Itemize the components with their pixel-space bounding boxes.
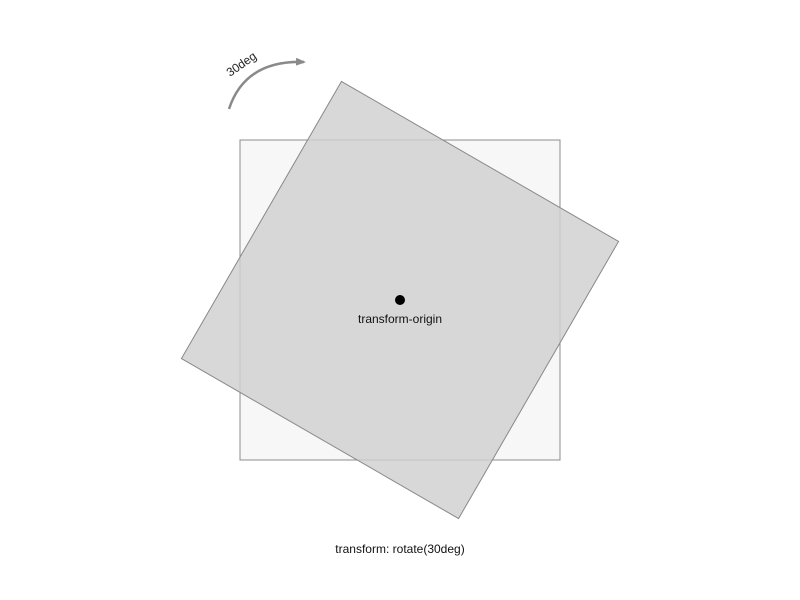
transform-origin-dot [395, 295, 405, 305]
caption: transform: rotate(30deg) [335, 542, 464, 556]
transform-origin-label: transform-origin [358, 312, 442, 326]
rotation-arrow-icon [227, 57, 306, 110]
